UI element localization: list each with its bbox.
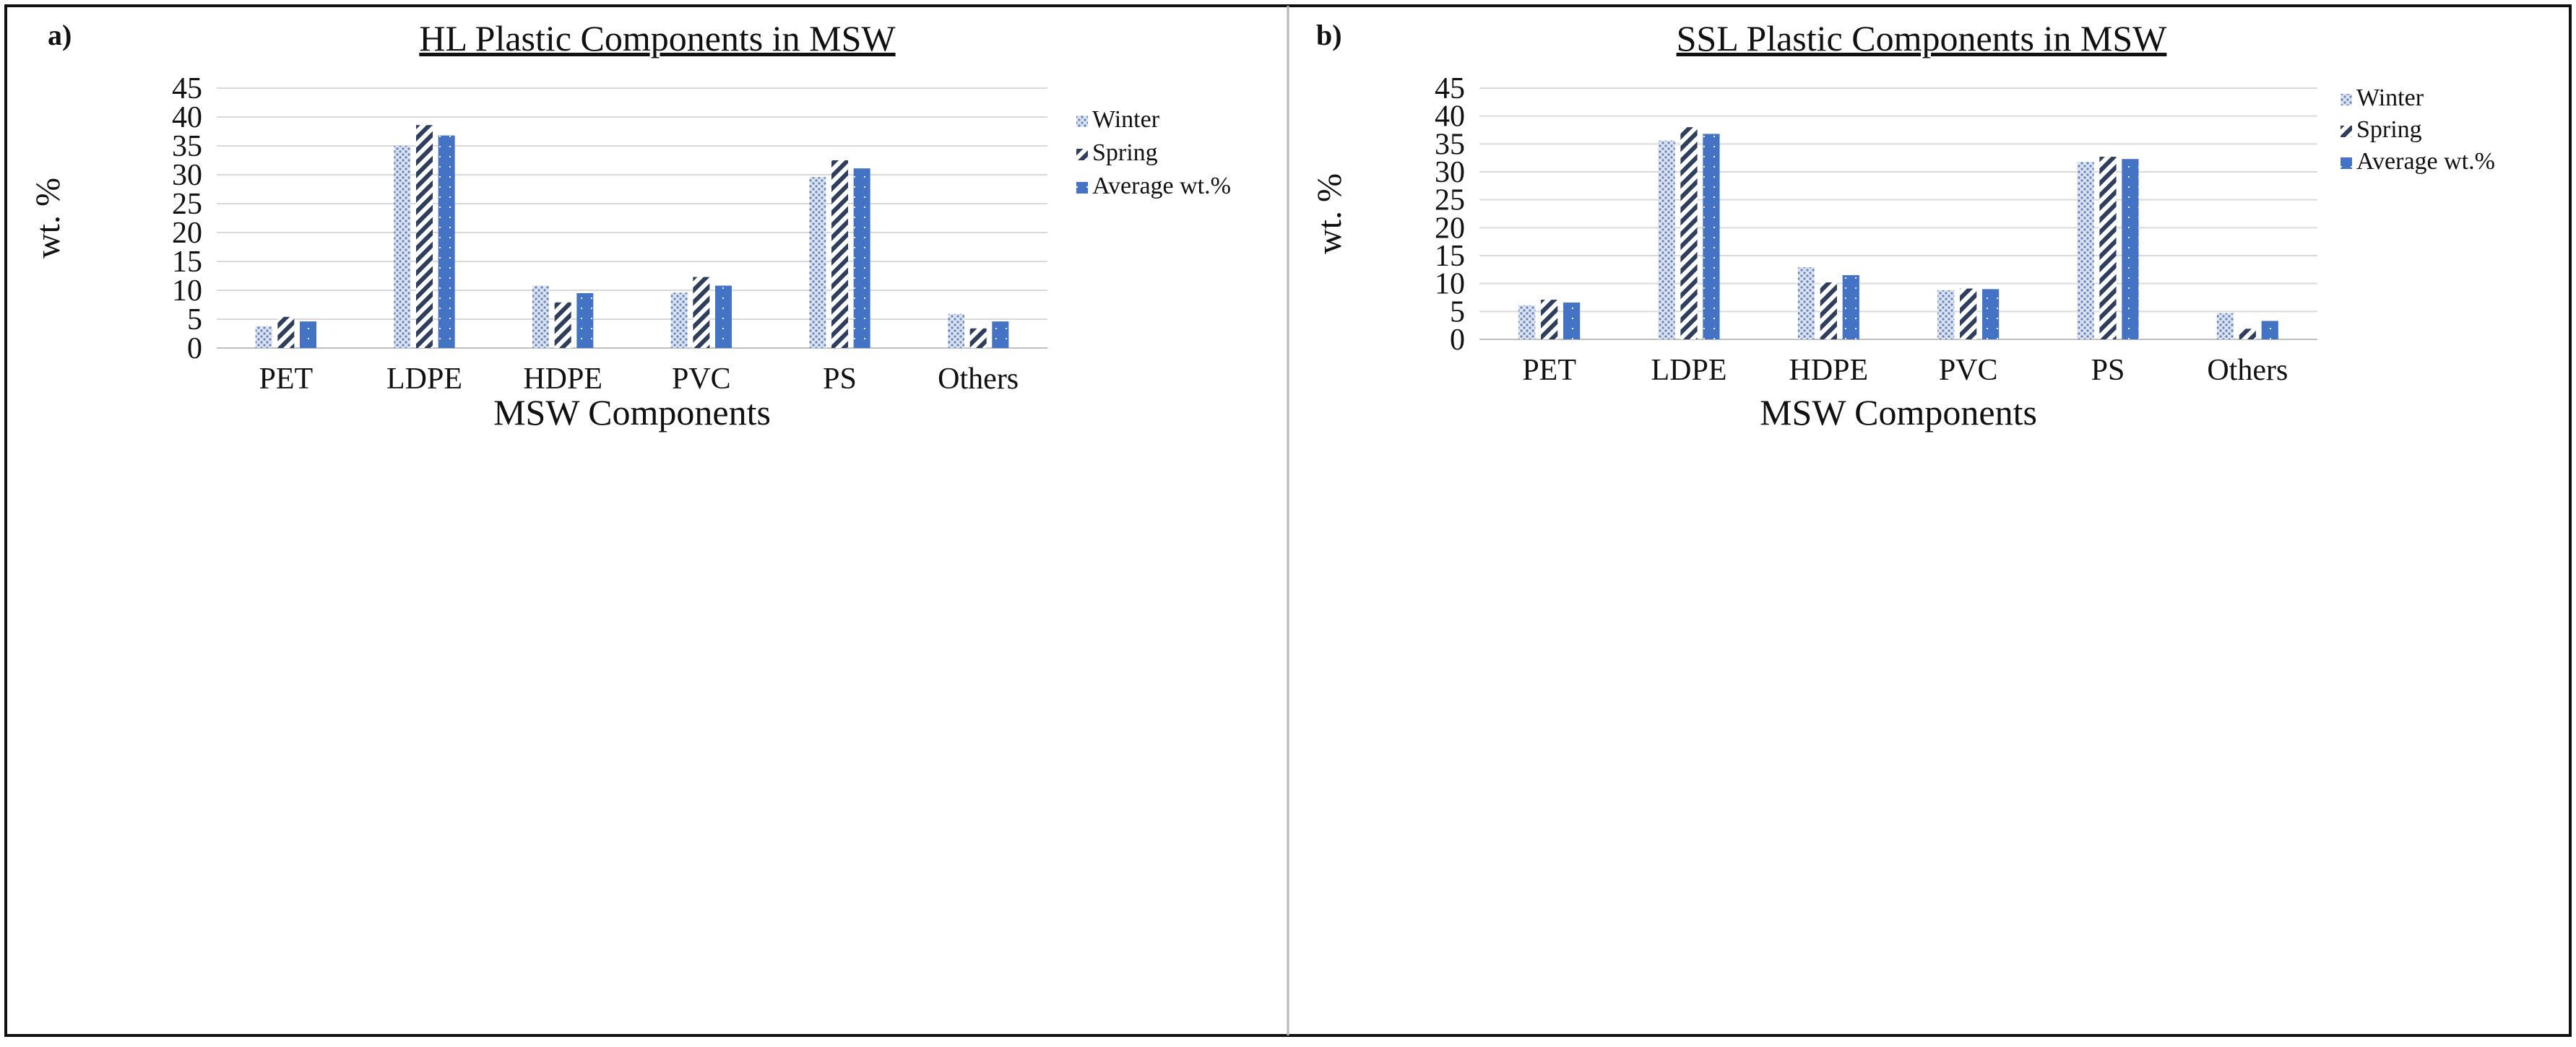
bar-pet-spring: [1541, 300, 1558, 339]
bar-pvc-spring: [693, 277, 710, 348]
x-tick-label: LDPE: [1651, 354, 1727, 387]
bar-pvc-winter: [1937, 290, 1955, 339]
chart-title: SSL Plastic Components in MSW: [1677, 18, 2168, 58]
bar-hdpe-winter: [532, 285, 549, 348]
bar-ldpe-spring: [416, 125, 433, 348]
bar-pet-winter: [255, 326, 272, 348]
x-tick-label: Others: [2207, 354, 2288, 387]
y-tick-label: 25: [1435, 184, 1465, 217]
bar-ps-winter: [2077, 162, 2094, 339]
y-tick-label: 15: [1435, 240, 1465, 273]
y-tick-label: 0: [187, 332, 202, 365]
y-tick-label: 5: [187, 303, 202, 336]
legend-label: Winter: [2356, 84, 2424, 111]
legend-swatch: [1076, 116, 1088, 127]
y-tick-label: 35: [172, 130, 202, 163]
bar-pet-average-wt: [1563, 302, 1581, 339]
y-tick-label: 20: [1435, 212, 1465, 245]
bar-pvc-winter: [670, 292, 688, 348]
bar-ps-winter: [809, 177, 826, 348]
bar-hdpe-average-wt: [1842, 275, 1859, 339]
bar-ldpe-average-wt: [438, 135, 455, 348]
y-tick-label: 10: [172, 274, 202, 308]
x-tick-label: PVC: [1939, 354, 1998, 387]
y-tick-label: 30: [1435, 156, 1465, 189]
bar-others-spring: [969, 328, 987, 348]
legend-label: Spring: [2356, 116, 2422, 143]
bar-hdpe-winter: [1797, 267, 1815, 339]
bar-others-average-wt: [2261, 321, 2278, 339]
y-tick-label: 40: [1435, 100, 1465, 134]
legend-label: Spring: [1092, 139, 1158, 166]
x-axis-label: MSW Components: [1760, 392, 2037, 433]
x-tick-label: PET: [259, 362, 313, 396]
bar-pet-spring: [277, 316, 295, 348]
legend-swatch: [2341, 126, 2352, 137]
y-tick-label: 35: [1435, 128, 1465, 161]
bar-hdpe-spring: [554, 302, 571, 348]
y-tick-label: 20: [172, 217, 202, 250]
chart-title: HL Plastic Components in MSW: [419, 18, 896, 58]
panel-a: a) HL Plastic Components in MSW 0510152025…: [29, 18, 1231, 433]
bar-pvc-average-wt: [715, 285, 732, 348]
bar-others-average-wt: [992, 321, 1009, 348]
bar-pvc-spring: [1960, 288, 1977, 339]
y-tick-label: 15: [172, 246, 202, 279]
panel-b: b) SSL Plastic Components in MSW 051015202…: [1310, 18, 2495, 433]
y-axis-label: wt. %: [29, 178, 67, 259]
y-tick-label: 5: [1450, 295, 1465, 329]
x-tick-label: PVC: [672, 362, 731, 396]
y-tick-label: 10: [1435, 268, 1465, 301]
x-tick-label: PS: [2091, 354, 2125, 387]
x-tick-label: Others: [938, 362, 1019, 396]
bar-ldpe-average-wt: [1703, 134, 1720, 339]
y-tick-label: 25: [172, 188, 202, 221]
bar-ldpe-winter: [394, 146, 411, 348]
bar-others-spring: [2239, 329, 2256, 339]
bar-ps-average-wt: [853, 168, 870, 348]
x-tick-label: HDPE: [1789, 354, 1868, 387]
x-tick-label: PS: [823, 362, 857, 396]
x-tick-label: PET: [1522, 354, 1576, 387]
x-axis-label: MSW Components: [493, 392, 771, 433]
bar-ps-spring: [831, 160, 848, 348]
panel-label: a): [48, 19, 72, 51]
x-tick-label: HDPE: [523, 362, 602, 396]
y-tick-label: 45: [172, 72, 202, 105]
bar-ps-average-wt: [2122, 159, 2139, 339]
y-tick-label: 45: [1435, 72, 1465, 105]
legend-label: Average wt.%: [2356, 148, 2495, 175]
y-tick-label: 0: [1450, 323, 1465, 357]
x-tick-label: LDPE: [386, 362, 462, 396]
bar-pet-average-wt: [300, 321, 316, 348]
legend-label: Average wt.%: [1092, 173, 1231, 199]
y-tick-label: 30: [172, 159, 202, 192]
legend-swatch: [1076, 182, 1088, 194]
legend-swatch: [1076, 149, 1088, 160]
legend-label: Winter: [1092, 106, 1160, 133]
bar-hdpe-average-wt: [576, 293, 594, 348]
bar-ps-spring: [2099, 157, 2117, 339]
bar-pet-winter: [1518, 305, 1536, 339]
bar-others-winter: [2216, 313, 2234, 339]
legend-swatch: [2341, 157, 2352, 169]
bar-pvc-average-wt: [1982, 289, 2000, 339]
legend-swatch: [2341, 94, 2352, 105]
bar-hdpe-spring: [1820, 282, 1837, 339]
panel-label: b): [1316, 19, 1342, 51]
bar-ldpe-winter: [1658, 140, 1675, 339]
y-axis-label: wt. %: [1310, 173, 1349, 254]
y-tick-label: 40: [172, 101, 202, 134]
bar-others-winter: [948, 313, 964, 348]
bar-ldpe-spring: [1680, 127, 1698, 339]
